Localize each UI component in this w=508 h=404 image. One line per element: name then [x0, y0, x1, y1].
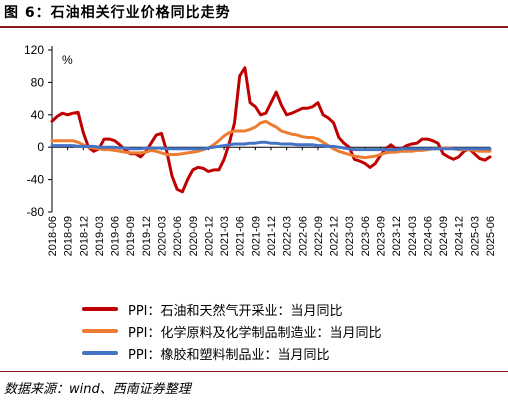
legend-label: PPI：橡胶和塑料制品业：当月同比	[128, 347, 330, 363]
chart-title: 图 6：石油相关行业价格同比走势	[4, 5, 231, 21]
x-tick-label: 2023-09	[376, 216, 388, 256]
y-tick-label: -40	[27, 173, 45, 187]
legend-item-2: PPI：化学原料及化学制品制造业：当月同比	[82, 320, 382, 342]
chart-legend: PPI：石油和天然气开采业：当月同比 PPI：化学原料及化学制品制造业：当月同比 P…	[82, 298, 382, 364]
legend-label: PPI：化学原料及化学制品制造业：当月同比	[128, 325, 382, 341]
x-tick-label: 2021-06	[235, 216, 247, 256]
footer-divider	[0, 371, 508, 372]
legend-swatch	[82, 351, 118, 355]
x-tick-label: 2021-12	[266, 216, 278, 256]
y-tick-label: 0	[37, 140, 44, 154]
x-tick-label: 2020-09	[188, 216, 200, 256]
y-tick-label: -80	[27, 205, 45, 219]
chart-axes: -80 -40 0 40 80 120% 2018-06 2018-09 2018-12 2019…	[24, 43, 497, 256]
x-tick-label: 2019-06	[110, 216, 122, 256]
legend-swatch	[82, 307, 118, 311]
x-tick-label: 2024-06	[422, 216, 434, 256]
x-tick-label: 2020-03	[157, 216, 169, 256]
y-tick-label: 80	[31, 75, 45, 89]
x-tick-label: 2018-06	[47, 216, 59, 256]
x-tick-label: 2020-06	[172, 216, 184, 256]
y-tick-label: 40	[31, 108, 45, 122]
x-tick-label: 2022-12	[329, 216, 341, 256]
legend-item-1: PPI：石油和天然气开采业：当月同比	[82, 298, 382, 320]
x-tick-label: 2019-09	[125, 216, 137, 256]
x-tick-label: 2018-12	[78, 216, 90, 256]
x-tick-label: 2025-06	[485, 216, 497, 256]
x-tick-label: 2018-09	[63, 216, 75, 256]
series-line-3	[50, 140, 492, 152]
y-tick-label: 120	[24, 43, 44, 57]
x-tick-label: 2022-06	[297, 216, 309, 256]
legend-label: PPI：石油和天然气开采业：当月同比	[128, 303, 343, 319]
title-divider	[0, 26, 508, 28]
x-tick-label: 2020-12	[203, 216, 215, 256]
series-line-2	[50, 119, 492, 160]
x-tick-label: 2024-09	[438, 216, 450, 256]
x-tick-label: 2023-06	[360, 216, 372, 256]
x-tick-label: 2021-03	[219, 216, 231, 256]
x-tick-label: 2021-09	[250, 216, 262, 256]
series-line-1	[50, 66, 492, 194]
chart-series	[50, 66, 492, 194]
legend-swatch	[82, 329, 118, 333]
x-tick-label: 2022-03	[282, 216, 294, 256]
x-tick-label: 2024-03	[407, 216, 419, 256]
data-source: 数据来源：wind、西南证券整理	[4, 382, 191, 397]
y-unit-label: %	[62, 53, 73, 67]
x-tick-label: 2019-12	[141, 216, 153, 256]
x-tick-label: 2025-03	[469, 216, 481, 256]
legend-item-3: PPI：橡胶和塑料制品业：当月同比	[82, 342, 382, 364]
line-chart: -80 -40 0 40 80 120% 2018-06 2018-09 2018-12 2019…	[24, 43, 497, 256]
x-tick-label: 2023-03	[344, 216, 356, 256]
x-tick-label: 2019-03	[94, 216, 106, 256]
x-tick-label: 2024-12	[454, 216, 466, 256]
x-tick-label: 2023-12	[391, 216, 403, 256]
x-tick-label: 2022-09	[313, 216, 325, 256]
